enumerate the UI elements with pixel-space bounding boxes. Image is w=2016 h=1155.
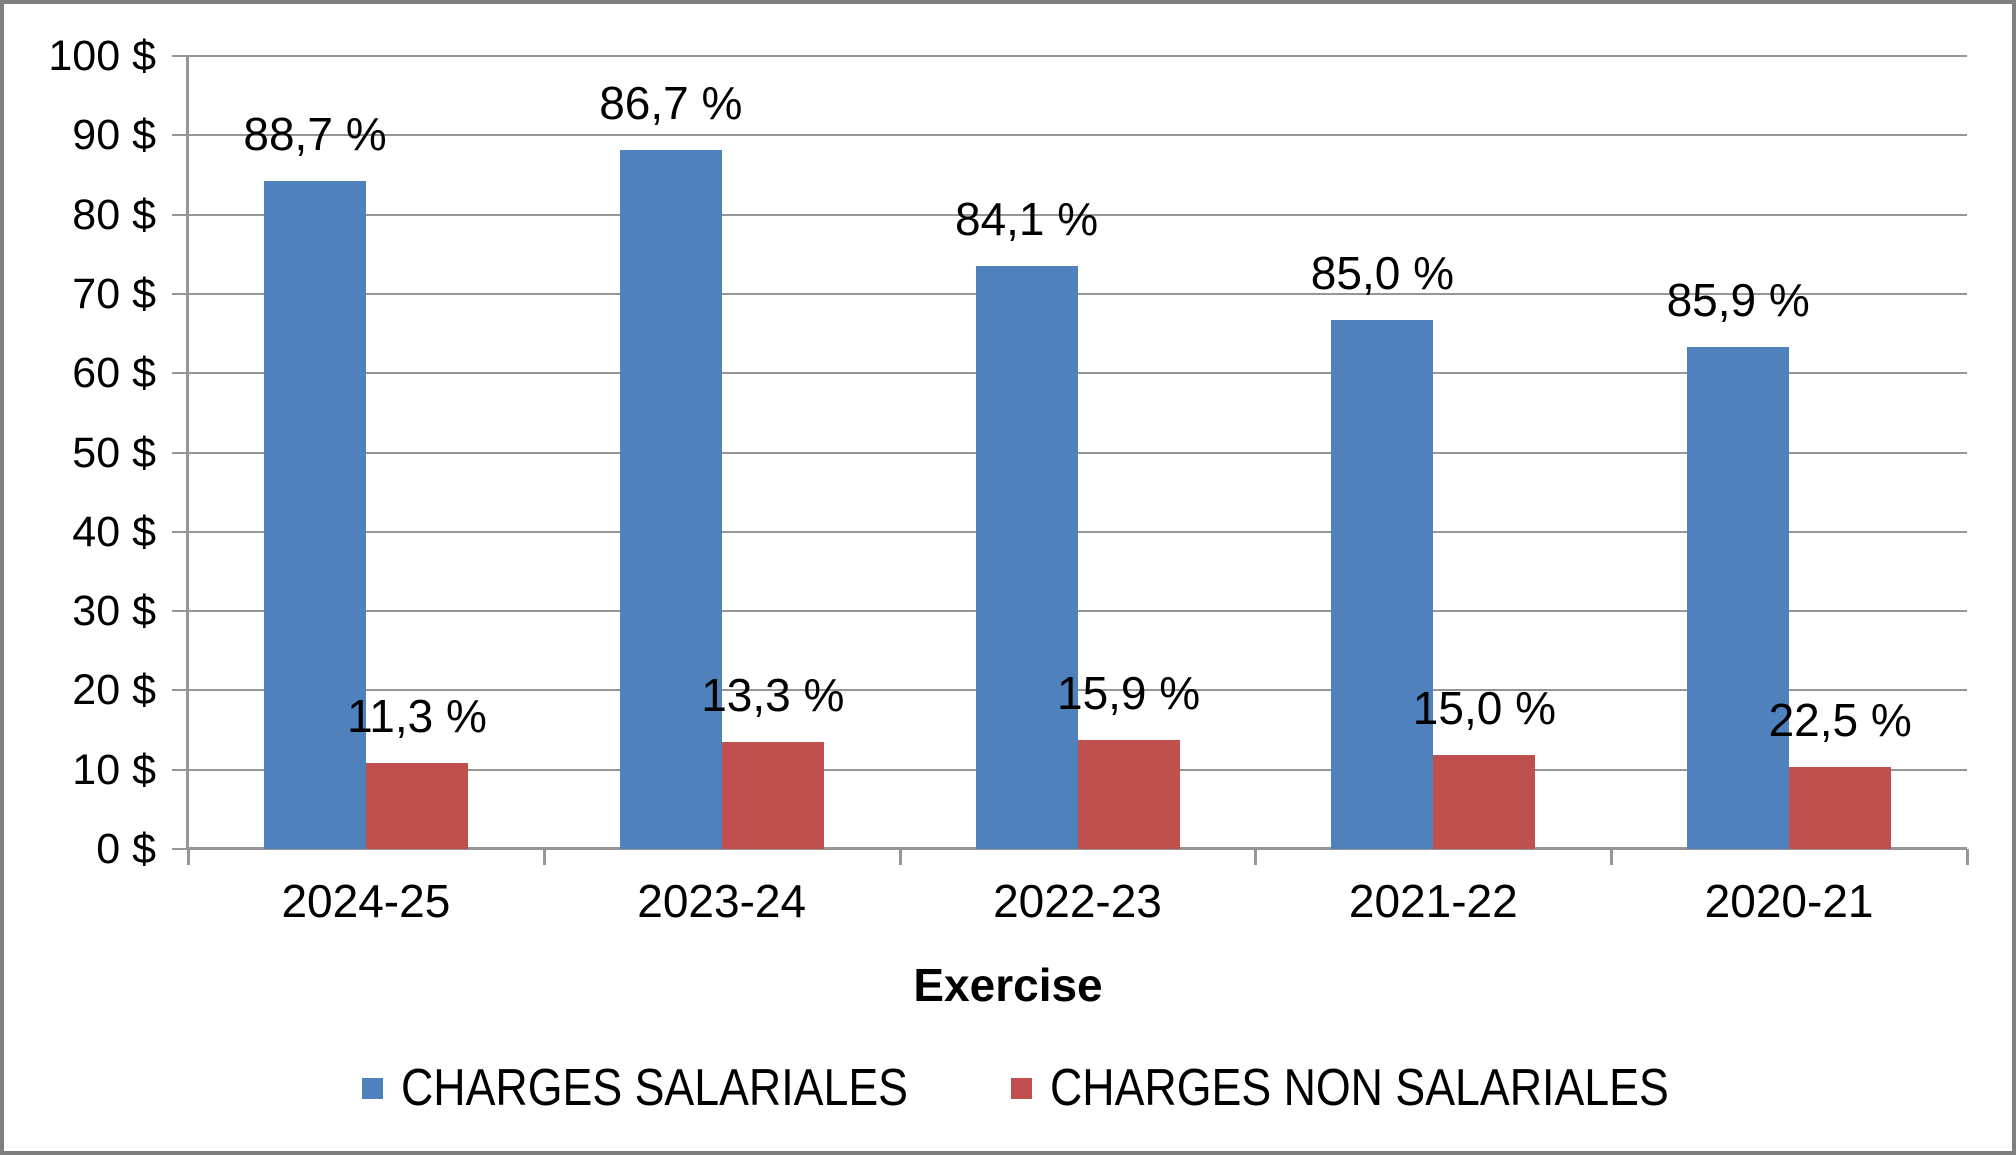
x-axis-title: Exercise xyxy=(913,959,1103,1011)
x-axis-label: 2022-23 xyxy=(993,875,1162,927)
bar-salariales-2021-22 xyxy=(1331,320,1434,849)
data-label: 85,9 % xyxy=(1666,274,1810,327)
x-axis-tick xyxy=(1610,849,1614,865)
y-axis-label: 0 $ xyxy=(96,825,156,873)
y-axis-label: 50 $ xyxy=(72,428,156,477)
y-axis-label: 30 $ xyxy=(72,587,156,636)
data-label: 86,7 % xyxy=(599,77,743,130)
y-axis-tick xyxy=(172,372,189,375)
x-axis-label: 2021-22 xyxy=(1348,875,1518,927)
y-axis-label: 90 $ xyxy=(72,111,156,160)
y-axis-line xyxy=(186,56,189,849)
data-label: 13,3 % xyxy=(701,668,845,721)
y-axis-tick xyxy=(172,213,189,216)
gridline xyxy=(188,213,1967,216)
x-axis-tick xyxy=(1254,849,1258,865)
data-label: 84,1 % xyxy=(954,193,1099,246)
x-axis-tick xyxy=(542,849,546,865)
y-axis-label: 10 $ xyxy=(72,745,156,794)
gridline xyxy=(188,134,1967,137)
x-axis-tick xyxy=(898,849,902,865)
y-axis-tick xyxy=(172,292,189,295)
y-axis-label: 70 $ xyxy=(72,269,156,318)
legend-label: CHARGES NON SALARIALES xyxy=(1050,1059,1669,1117)
y-axis-label: 20 $ xyxy=(72,666,156,715)
data-label: 15,0 % xyxy=(1412,681,1556,734)
data-label: 88,7 % xyxy=(243,108,387,161)
y-axis-tick xyxy=(172,530,189,533)
bar-non-salariales-2022-23 xyxy=(1077,740,1180,849)
y-axis-tick xyxy=(172,768,189,771)
legend-item-charges-non-salariales: CHARGES NON SALARIALES xyxy=(1011,1062,1770,1114)
bar-salariales-2023-24 xyxy=(619,150,722,849)
bar-salariales-2022-23 xyxy=(975,266,1078,849)
y-axis-label: 80 $ xyxy=(72,190,156,239)
y-axis-label: 40 $ xyxy=(72,507,156,556)
bar-non-salariales-2020-21 xyxy=(1789,766,1892,849)
bar-salariales-2020-21 xyxy=(1687,347,1790,849)
bar-salariales-2024-25 xyxy=(264,181,366,849)
x-axis-tick xyxy=(187,849,190,865)
y-axis-tick xyxy=(172,451,189,454)
y-axis-tick xyxy=(172,55,189,57)
gridline xyxy=(188,55,1967,57)
data-label: 85,0 % xyxy=(1310,247,1454,300)
x-axis-label: 2020-21 xyxy=(1704,875,1874,927)
y-axis-tick xyxy=(172,689,189,692)
bar-non-salariales-2023-24 xyxy=(721,741,824,849)
data-label: 22,5 % xyxy=(1768,693,1912,746)
legend-item-charges-salariales: CHARGES SALARIALES xyxy=(362,1062,991,1114)
y-axis-label: 60 $ xyxy=(72,349,156,398)
bar-non-salariales-2021-22 xyxy=(1433,754,1536,849)
y-axis-tick xyxy=(172,610,189,613)
data-label: 11,3 % xyxy=(347,690,487,743)
x-axis-tick xyxy=(1966,849,1969,865)
legend-label: CHARGES SALARIALES xyxy=(401,1059,909,1117)
data-label: 15,9 % xyxy=(1056,667,1201,720)
legend-swatch-red-icon xyxy=(1011,1077,1032,1099)
y-axis-label: 100 $ xyxy=(48,32,156,80)
y-axis-tick xyxy=(172,134,189,137)
y-axis-tick xyxy=(172,848,189,850)
legend-swatch-blue-icon xyxy=(362,1077,383,1099)
x-axis-label: 2024-25 xyxy=(281,875,451,927)
bar-non-salariales-2024-25 xyxy=(366,763,468,849)
x-axis-label: 2023-24 xyxy=(637,875,807,927)
